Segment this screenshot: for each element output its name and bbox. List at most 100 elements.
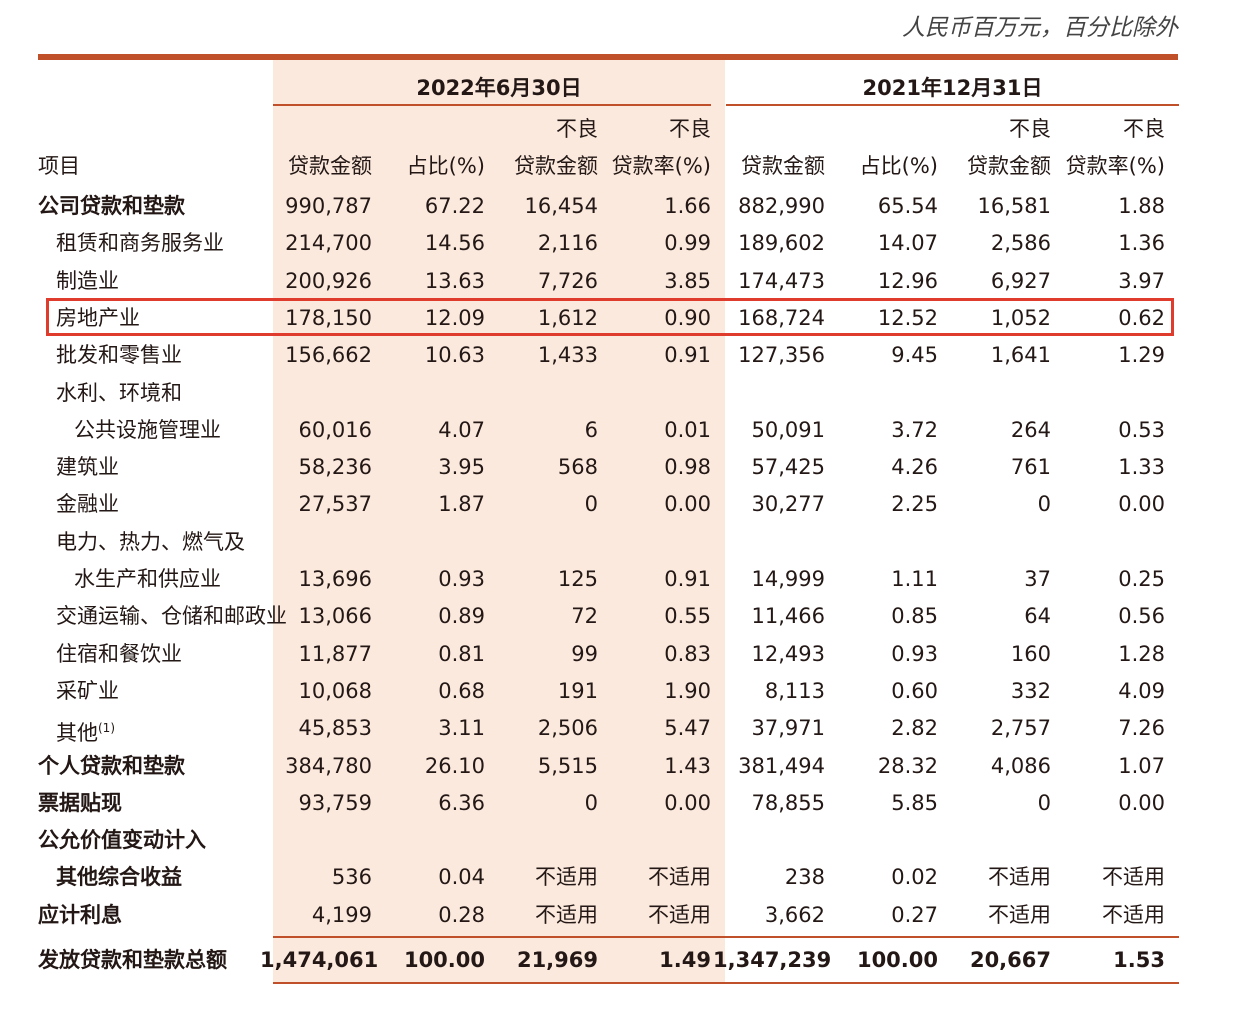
total-row-label: 发放贷款和垫款总额 <box>38 948 227 972</box>
header-npl-amount-2021: 贷款金额 <box>967 154 1051 178</box>
table-cell: 5.47 <box>664 716 711 740</box>
table-cell: 13,066 <box>298 604 372 628</box>
table-cell: 0.90 <box>664 306 711 330</box>
table-cell: 568 <box>557 455 598 479</box>
header-share-2022: 占比(%) <box>406 154 485 178</box>
table-cell: 0.53 <box>1118 418 1165 442</box>
row-label-text: 交通运输、仓储和邮政业 <box>56 604 287 628</box>
table-cell: 1,641 <box>990 343 1051 367</box>
row-label: 公共设施管理业 <box>74 418 221 442</box>
table-cell: 3.72 <box>891 418 938 442</box>
table-cell: 6 <box>584 418 598 442</box>
table-cell: 14,999 <box>751 567 825 591</box>
table-cell: 3.97 <box>1118 269 1165 293</box>
row-label-text: 应计利息 <box>38 903 122 927</box>
table-cell: 12.09 <box>424 306 485 330</box>
row-label-text: 租赁和商务服务业 <box>56 231 224 255</box>
row-label-text: 水利、环境和 <box>56 381 182 405</box>
table-cell: 93,759 <box>298 791 372 815</box>
row-label: 票据贴现 <box>38 791 122 815</box>
table-cell: 11,877 <box>298 642 372 666</box>
table-cell: 64 <box>1024 604 1051 628</box>
row-label-text: 批发和零售业 <box>56 343 182 367</box>
table-cell: 1.36 <box>1118 231 1165 255</box>
row-label-text: 公共设施管理业 <box>74 418 221 442</box>
table-cell: 0.27 <box>891 903 938 927</box>
row-label-text: 票据贴现 <box>38 791 122 815</box>
table-cell: 2,586 <box>990 231 1051 255</box>
table-cell: 332 <box>1010 679 1051 703</box>
table-cell: 0.01 <box>664 418 711 442</box>
table-cell: 174,473 <box>738 269 825 293</box>
row-label-text: 电力、热力、燃气及 <box>56 530 245 554</box>
table-cell: 13,696 <box>298 567 372 591</box>
table-cell: 4,086 <box>990 754 1051 778</box>
table-cell: 1,612 <box>537 306 598 330</box>
group-header-2022: 2022年6月30日 <box>416 76 582 100</box>
table-cell: 2.82 <box>891 716 938 740</box>
table-cell: 37 <box>1024 567 1051 591</box>
table-cell: 37,971 <box>751 716 825 740</box>
table-cell: 6,927 <box>990 269 1051 293</box>
total-bottom-rule <box>273 982 1179 984</box>
top-rule <box>38 54 1178 60</box>
table-cell: 6.36 <box>438 791 485 815</box>
table-cell: 2,757 <box>990 716 1051 740</box>
row-label-text: 个人贷款和垫款 <box>38 754 185 778</box>
table-cell: 384,780 <box>285 754 372 778</box>
row-label: 水生产和供应业 <box>74 567 221 591</box>
row-label-text: 水生产和供应业 <box>74 567 221 591</box>
table-cell: 156,662 <box>285 343 372 367</box>
table-cell: 3.95 <box>438 455 485 479</box>
table-cell: 2,506 <box>537 716 598 740</box>
table-cell: 160 <box>1010 642 1051 666</box>
table-cell: 2.25 <box>891 492 938 516</box>
table-cell: 0.83 <box>664 642 711 666</box>
table-cell: 1.11 <box>891 567 938 591</box>
table-cell: 1.29 <box>1118 343 1165 367</box>
table-cell: 0.00 <box>664 492 711 516</box>
group-rule-2021 <box>726 104 1179 106</box>
total-cell: 20,667 <box>969 948 1051 972</box>
period-2022-shading <box>273 60 725 984</box>
total-cell: 1.49 <box>659 948 711 972</box>
table-cell: 0.56 <box>1118 604 1165 628</box>
row-label: 公司贷款和垫款 <box>38 194 185 218</box>
total-cell: 21,969 <box>516 948 598 972</box>
table-cell: 16,581 <box>977 194 1051 218</box>
row-label-text: 其他 <box>56 721 98 745</box>
table-cell: 45,853 <box>298 716 372 740</box>
row-label-text: 公司贷款和垫款 <box>38 194 185 218</box>
row-label: 个人贷款和垫款 <box>38 754 185 778</box>
row-label-text: 发放贷款和垫款总额 <box>38 948 227 972</box>
header-share-2021: 占比(%) <box>859 154 938 178</box>
table-cell: 0.28 <box>438 903 485 927</box>
header-npl-top-2021a: 不良 <box>1009 117 1051 141</box>
header-npl-top-2021b: 不良 <box>1123 117 1165 141</box>
table-cell: 12.52 <box>877 306 938 330</box>
table-cell: 57,425 <box>751 455 825 479</box>
row-label: 制造业 <box>56 269 119 293</box>
table-cell: 200,926 <box>285 269 372 293</box>
table-cell: 11,466 <box>751 604 825 628</box>
table-cell: 1.87 <box>438 492 485 516</box>
table-cell: 58,236 <box>298 455 372 479</box>
table-cell: 12,493 <box>751 642 825 666</box>
table-cell: 14.56 <box>424 231 485 255</box>
row-label: 租赁和商务服务业 <box>56 231 224 255</box>
table-cell: 10,068 <box>298 679 372 703</box>
table-cell: 0.93 <box>891 642 938 666</box>
table-cell: 1.43 <box>664 754 711 778</box>
row-label: 应计利息 <box>38 903 122 927</box>
table-cell: 67.22 <box>424 194 485 218</box>
table-cell: 16,454 <box>524 194 598 218</box>
row-label: 交通运输、仓储和邮政业 <box>56 604 287 628</box>
table-cell: 7.26 <box>1118 716 1165 740</box>
table-cell: 60,016 <box>298 418 372 442</box>
row-label-text: 金融业 <box>56 492 119 516</box>
row-label: 批发和零售业 <box>56 343 182 367</box>
table-cell: 0 <box>584 492 598 516</box>
table-cell: 不适用 <box>1102 903 1165 927</box>
row-label: 采矿业 <box>56 679 119 703</box>
unit-note: 人民币百万元，百分比除外 <box>902 15 1178 41</box>
